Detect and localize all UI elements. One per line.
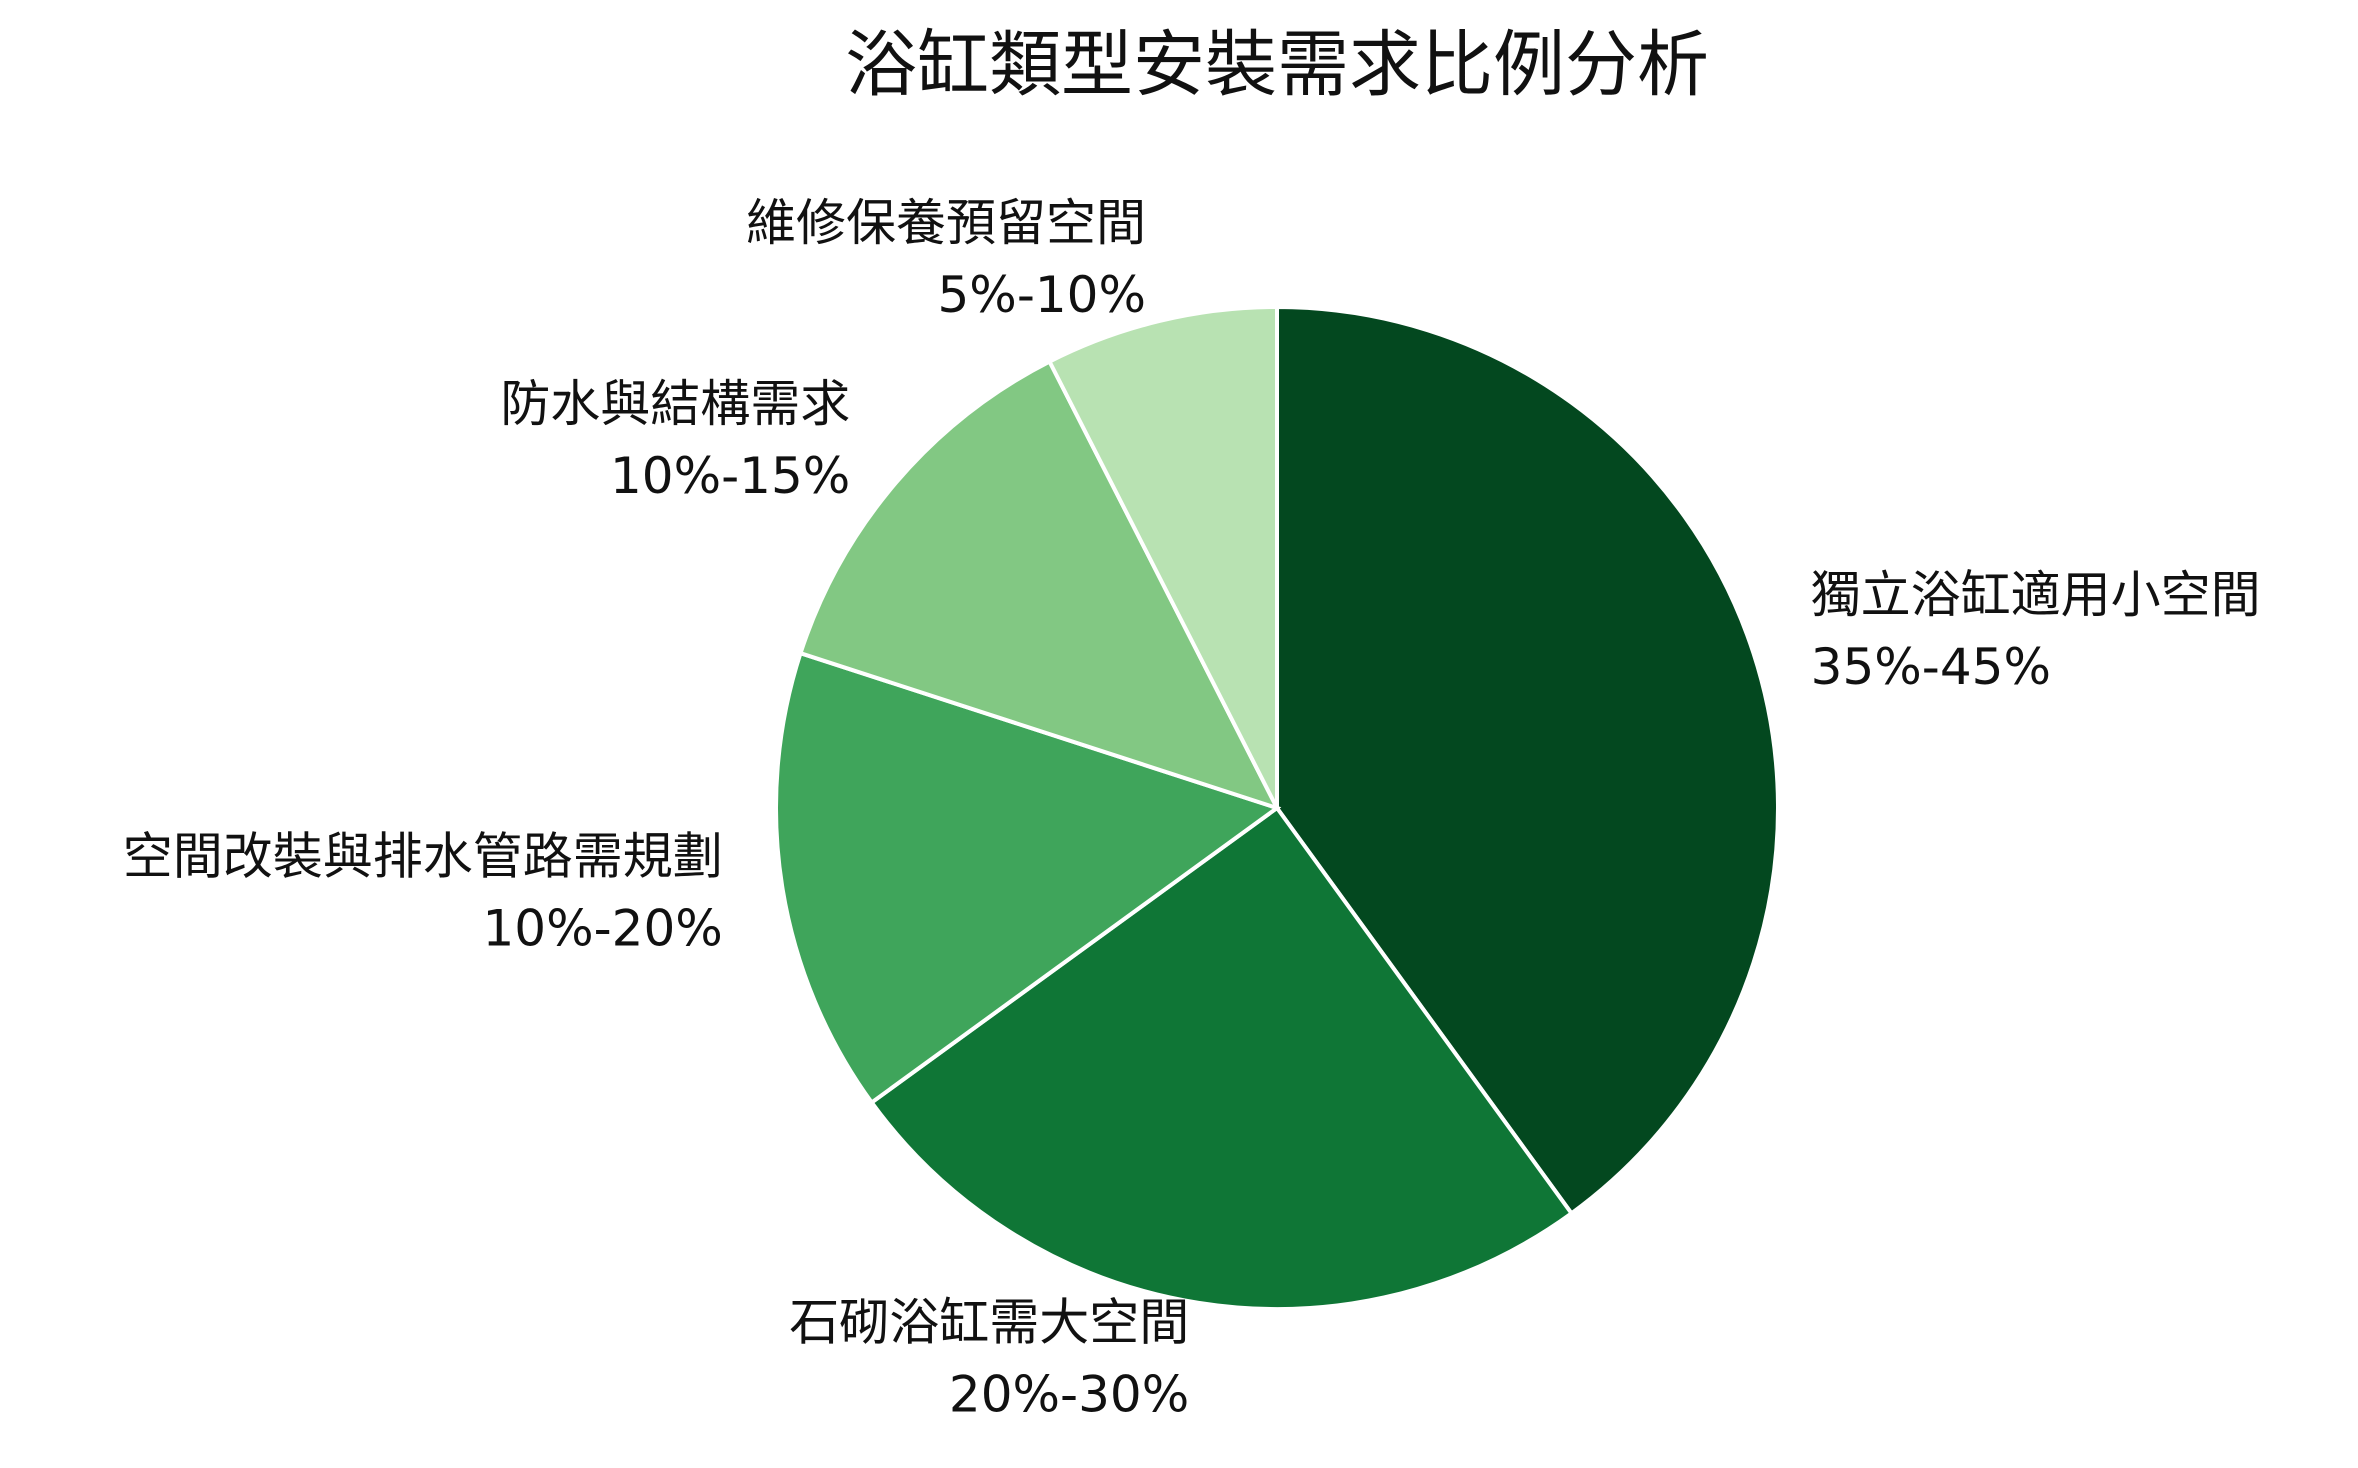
slice-label: 空間改裝與排水管路需規劃 — [123, 827, 723, 885]
slice-range: 10%-20% — [482, 899, 722, 957]
slice-label: 獨立浴缸適用小空間 — [1811, 566, 2261, 624]
pie-slice — [1046, 304, 1279, 809]
slice-label: 維修保養預留空間 — [746, 194, 1146, 252]
slice-range: 10%-15% — [610, 447, 850, 505]
pie-slice — [1275, 304, 1780, 1217]
slice-range: 35%-45% — [1811, 638, 2051, 696]
pie-slice — [798, 358, 1281, 812]
slice-range: 5%-10% — [938, 266, 1147, 324]
pie-slice — [868, 805, 1575, 1311]
slice-range: 20%-30% — [949, 1366, 1189, 1424]
chart-title: 浴缸類型安裝需求比例分析 — [845, 23, 1709, 107]
pie-slice — [774, 650, 1282, 1106]
slice-label: 防水與結構需求 — [500, 375, 850, 433]
slice-label: 石砌浴缸需大空間 — [789, 1294, 1189, 1352]
